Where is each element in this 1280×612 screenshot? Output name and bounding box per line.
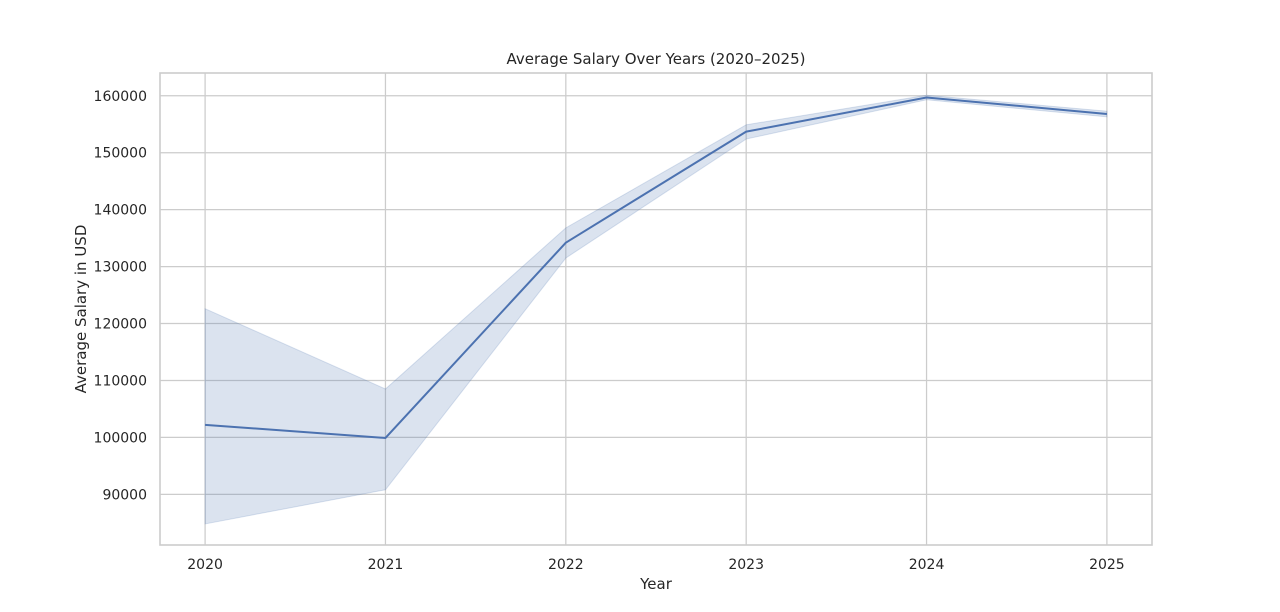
series-line-layer	[205, 96, 1108, 439]
confidence-band	[204, 94, 1108, 525]
grid	[160, 73, 1152, 545]
x-tick-label: 2021	[368, 557, 404, 573]
y-tick-label: 120000	[94, 317, 147, 333]
y-tick-labels: 90000 100000 110000 120000 130000 140000 15000…	[94, 89, 147, 504]
y-tick-label: 130000	[94, 260, 147, 276]
series-line	[205, 96, 1108, 439]
plot-frame	[159, 72, 1153, 546]
x-tick-label: 2022	[548, 557, 584, 573]
confidence-band-layer	[204, 94, 1108, 525]
x-tick-label: 2020	[187, 557, 223, 573]
y-tick-label: 100000	[94, 430, 147, 446]
y-tick-label: 110000	[94, 373, 147, 389]
x-tick-label: 2025	[1089, 557, 1125, 573]
chart-title: Average Salary Over Years (2020–2025)	[507, 50, 806, 68]
y-tick-label: 90000	[102, 487, 147, 503]
y-tick-label: 140000	[94, 203, 147, 219]
x-tick-label: 2023	[728, 557, 764, 573]
x-tick-labels: 2020 2021 2022 2023 2024 2025	[187, 557, 1124, 573]
y-tick-label: 150000	[94, 146, 147, 162]
y-tick-label: 160000	[94, 89, 147, 105]
x-tick-label: 2024	[909, 557, 945, 573]
y-axis-title: Average Salary in USD	[72, 225, 90, 394]
x-axis-title: Year	[639, 575, 673, 593]
